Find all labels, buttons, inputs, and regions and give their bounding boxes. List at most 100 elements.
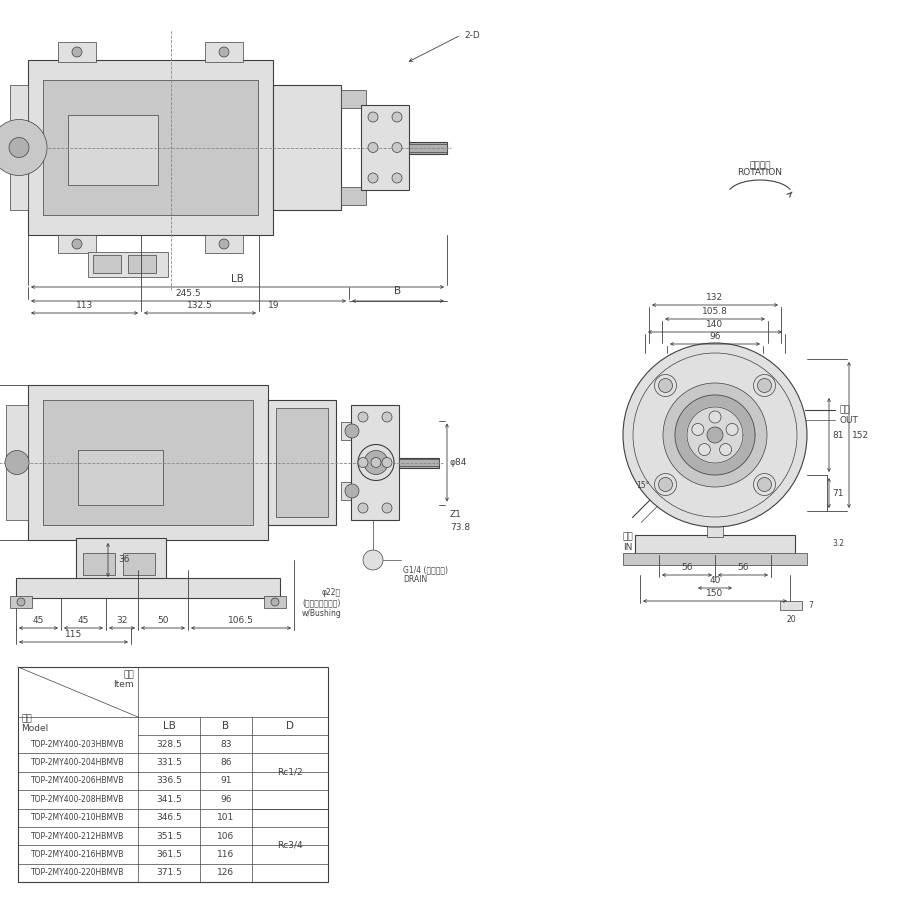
Bar: [707, 517, 723, 537]
Text: 96: 96: [709, 332, 721, 341]
Bar: [341, 482, 363, 500]
Circle shape: [698, 444, 710, 455]
Text: 150: 150: [706, 589, 724, 598]
Text: 56: 56: [737, 563, 749, 572]
Circle shape: [709, 411, 721, 423]
Circle shape: [659, 478, 672, 491]
Circle shape: [363, 550, 383, 570]
Bar: [264, 596, 286, 608]
Text: 20: 20: [787, 615, 796, 624]
Circle shape: [382, 457, 392, 467]
Bar: [10, 596, 32, 608]
Bar: [43, 400, 253, 525]
Text: 101: 101: [218, 814, 235, 823]
Bar: [10, 85, 28, 210]
Bar: [635, 535, 795, 555]
Text: 336.5: 336.5: [156, 777, 182, 786]
Circle shape: [358, 457, 368, 467]
Text: Rc3/4: Rc3/4: [277, 841, 302, 850]
Circle shape: [345, 424, 359, 438]
Bar: [68, 115, 158, 185]
Text: TOP-2MY400-206HBMVB: TOP-2MY400-206HBMVB: [32, 777, 125, 786]
Bar: [43, 80, 258, 215]
Bar: [341, 422, 363, 440]
Text: 吸入
IN: 吸入 IN: [622, 533, 633, 552]
Circle shape: [392, 112, 402, 122]
Text: 7: 7: [808, 601, 813, 610]
Text: TOP-2MY400-220HBMVB: TOP-2MY400-220HBMVB: [32, 868, 125, 878]
Circle shape: [726, 423, 738, 436]
Bar: [623, 553, 807, 565]
Text: B: B: [222, 721, 230, 731]
Circle shape: [623, 343, 807, 527]
Text: TOP-2MY400-208HBMVB: TOP-2MY400-208HBMVB: [32, 795, 125, 804]
Circle shape: [663, 383, 767, 487]
Bar: [409, 143, 447, 151]
Bar: [205, 235, 243, 253]
Circle shape: [392, 142, 402, 152]
Circle shape: [692, 423, 704, 436]
Bar: [399, 457, 439, 467]
Circle shape: [345, 484, 359, 498]
Text: 45: 45: [77, 616, 89, 625]
Text: 346.5: 346.5: [156, 814, 182, 823]
Text: 132.5: 132.5: [187, 301, 213, 310]
Text: TOP-2MY400-204HBMVB: TOP-2MY400-204HBMVB: [32, 758, 125, 767]
Text: TOP-2MY400-210HBMVB: TOP-2MY400-210HBMVB: [32, 814, 125, 823]
Text: 126: 126: [218, 868, 235, 878]
Text: 152: 152: [852, 430, 869, 439]
Text: TOP-2MY400-212HBMVB: TOP-2MY400-212HBMVB: [32, 832, 124, 841]
Text: 106.5: 106.5: [228, 616, 254, 625]
Text: 32: 32: [116, 616, 128, 625]
Circle shape: [358, 445, 394, 481]
Text: 245.5: 245.5: [176, 289, 202, 298]
Text: 吐出
OUT: 吐出 OUT: [840, 405, 859, 425]
Bar: [780, 601, 802, 610]
Text: LB: LB: [163, 721, 176, 731]
Circle shape: [368, 173, 378, 183]
Text: G1/4 (ドレン穴)
DRAIN: G1/4 (ドレン穴) DRAIN: [403, 565, 448, 584]
Circle shape: [17, 598, 25, 606]
Text: 132: 132: [706, 293, 724, 302]
Text: 50: 50: [158, 616, 169, 625]
Circle shape: [5, 451, 29, 474]
Bar: [6, 405, 28, 520]
Bar: [76, 538, 166, 580]
Text: 83: 83: [220, 740, 232, 749]
Text: 105.8: 105.8: [702, 307, 728, 316]
Text: 項目
Item: 項目 Item: [113, 670, 134, 689]
Polygon shape: [675, 395, 755, 475]
Text: 361.5: 361.5: [156, 850, 182, 859]
Text: 351.5: 351.5: [156, 832, 182, 841]
Bar: [409, 141, 447, 154]
Circle shape: [392, 173, 402, 183]
Text: Rc1/2: Rc1/2: [277, 767, 302, 776]
Circle shape: [368, 112, 378, 122]
Text: 73.8: 73.8: [450, 523, 470, 532]
Text: 19: 19: [268, 301, 280, 310]
Bar: [78, 450, 163, 505]
Circle shape: [382, 503, 392, 513]
Bar: [341, 187, 366, 205]
Bar: [83, 553, 115, 575]
Text: 71: 71: [832, 489, 843, 498]
Circle shape: [720, 444, 732, 455]
Circle shape: [368, 142, 378, 152]
Bar: [88, 252, 168, 277]
Text: Z1: Z1: [450, 510, 462, 519]
Text: 回転方向: 回転方向: [749, 161, 770, 170]
Circle shape: [358, 412, 368, 422]
Bar: [18, 667, 328, 882]
Polygon shape: [687, 407, 743, 463]
Bar: [28, 385, 268, 540]
Circle shape: [382, 412, 392, 422]
Bar: [341, 90, 366, 108]
Text: B: B: [394, 286, 401, 296]
Circle shape: [219, 239, 229, 249]
Text: ROTATION: ROTATION: [737, 168, 782, 177]
Circle shape: [0, 120, 47, 176]
Text: 115: 115: [65, 630, 82, 639]
Circle shape: [707, 427, 723, 443]
Text: 81: 81: [832, 430, 843, 439]
Bar: [93, 255, 121, 273]
